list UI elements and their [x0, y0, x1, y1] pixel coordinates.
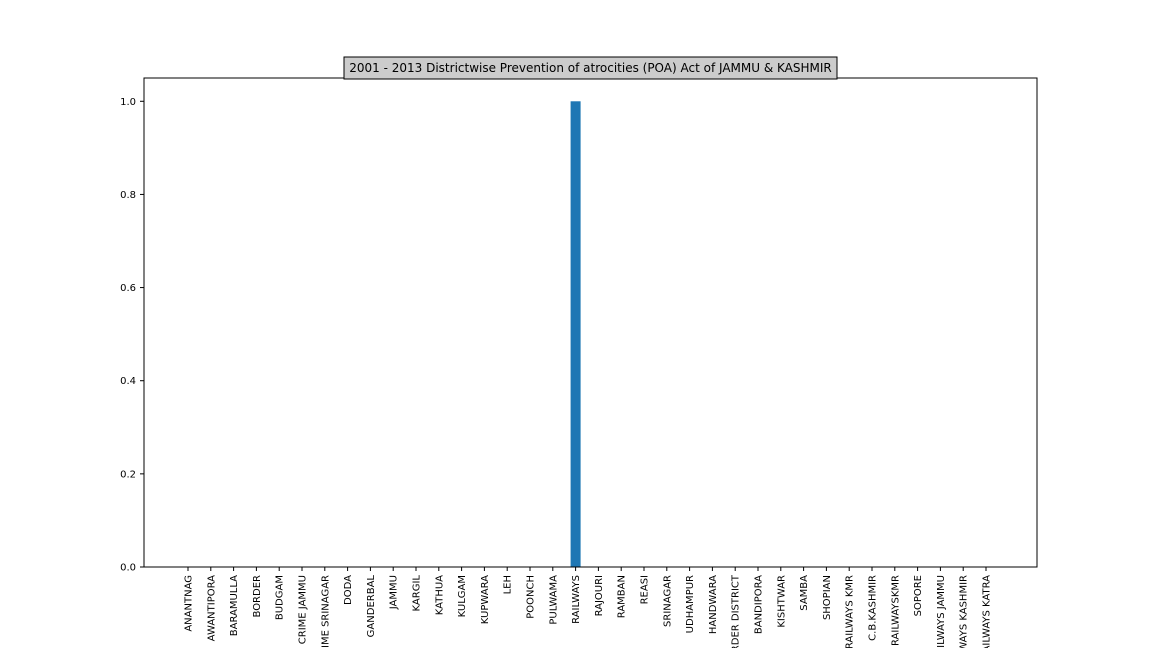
chart-title: 2001 - 2013 Districtwise Prevention of a…: [349, 61, 832, 75]
plot-area: 0.0 0.2 0.4 0.6 0.8 1.0 ANANTNAG AWANTIPORA BAR…: [120, 77, 1038, 648]
y-axis: 0.0 0.2 0.4 0.6 0.8 1.0: [120, 97, 144, 574]
y-tick-label: 0.6: [120, 283, 136, 294]
x-tick-label: GANDERBAL: [366, 575, 377, 638]
y-tick-label: 0.0: [120, 563, 136, 574]
x-tick-label: RAILWAYSKMR: [890, 575, 901, 646]
x-tick-label: BORDER: [252, 575, 263, 618]
x-tick-label: CRIME JAMMU: [298, 575, 309, 644]
x-tick-label: BUDGAM: [275, 575, 286, 620]
x-tick-label: SOPORE: [913, 575, 924, 616]
x-tick-label: C.B.KASHMIR: [868, 575, 879, 641]
y-tick-label: 1.0: [120, 97, 136, 108]
x-tick-label: POONCH: [526, 575, 537, 619]
x-tick-label: KATHUA: [434, 575, 445, 615]
x-tick-label: BANDIPORA: [754, 575, 765, 634]
x-tick-label: PULWAMA: [548, 575, 559, 625]
x-tick-label: RAMBAN: [617, 575, 628, 618]
x-tick-label: SAMBA: [799, 575, 810, 611]
x-tick-label: BARAMULLA: [229, 575, 240, 636]
x-tick-label: RAJOURI: [594, 575, 605, 616]
x-tick-label: KUPWARA: [480, 575, 491, 624]
y-tick-label: 0.4: [120, 376, 136, 387]
x-tick-label: ANANTNAG: [184, 575, 195, 632]
chart-title-box: [343, 56, 838, 80]
x-tick-label: RAILWAYS KASHMIR: [959, 575, 970, 648]
x-tick-label: CRIME SRINAGAR: [320, 575, 331, 648]
x-tick-label: REASI: [640, 575, 651, 604]
x-tick-label: UDHAMPUR: [685, 575, 696, 633]
bars: [570, 101, 581, 567]
y-tick-label: 0.8: [120, 190, 136, 201]
x-tick-label: RAILWAYS KATRA: [982, 575, 993, 648]
x-tick-label: JAMMU: [389, 575, 400, 610]
x-tick-label: RAILWAYS: [571, 575, 582, 624]
x-tick-label: KISHTWAR: [776, 575, 787, 628]
x-tick-label: SRINAGAR: [662, 575, 673, 627]
x-tick-label: DODA: [343, 575, 354, 605]
x-tick-label: HANDWARA: [708, 575, 719, 634]
x-tick-label: SHOPIAN: [822, 575, 833, 620]
axes-frame: [143, 77, 1038, 568]
x-tick-label: LEH: [503, 575, 514, 594]
x-tick-label: RAILWAYS KMR: [845, 575, 856, 648]
y-tick-label: 0.2: [120, 469, 136, 480]
x-tick-label: RAILWAYS JAMMU: [936, 575, 947, 648]
x-axis: ANANTNAG AWANTIPORA BARAMULLA BORDER BUDGAM C…: [184, 567, 993, 648]
chart-title-group: 2001 - 2013 Districtwise Prevention of a…: [343, 56, 838, 80]
x-tick-label: KULGAM: [457, 575, 468, 617]
bar-railways: [570, 101, 581, 567]
x-tick-label: AWANTIPORA: [206, 575, 217, 641]
x-tick-label: BORDER DISTRICT: [731, 574, 742, 648]
x-tick-label: KARGIL: [412, 575, 423, 612]
